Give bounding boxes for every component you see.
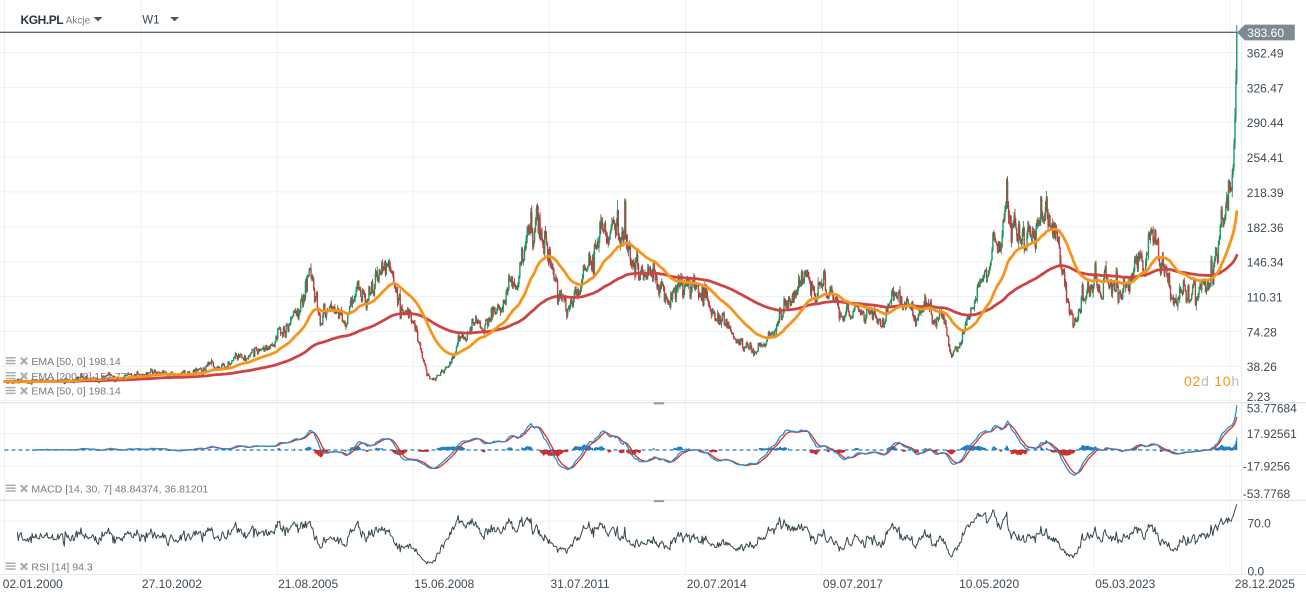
svg-text:31.07.2011: 31.07.2011 xyxy=(551,577,610,591)
svg-text:Akcje: Akcje xyxy=(66,15,91,26)
svg-text:09.07.2017: 09.07.2017 xyxy=(823,577,883,591)
svg-text:15.06.2008: 15.06.2008 xyxy=(414,577,474,591)
svg-text:10.05.2020: 10.05.2020 xyxy=(959,577,1019,591)
svg-text:182.36: 182.36 xyxy=(1247,221,1284,235)
svg-text:326.47: 326.47 xyxy=(1247,81,1284,95)
svg-text:27.10.2002: 27.10.2002 xyxy=(142,577,202,591)
svg-text:53.77684: 53.77684 xyxy=(1247,401,1297,415)
svg-text:28.12.2025: 28.12.2025 xyxy=(1235,577,1295,591)
svg-text:EMA [50, 0] 198.14: EMA [50, 0] 198.14 xyxy=(31,356,120,368)
svg-text:383.60: 383.60 xyxy=(1247,26,1284,40)
svg-text:38.26: 38.26 xyxy=(1247,360,1277,374)
svg-text:0.0: 0.0 xyxy=(1248,564,1265,578)
svg-text:20.07.2014: 20.07.2014 xyxy=(687,577,747,591)
svg-text:-17.9256: -17.9256 xyxy=(1243,460,1291,474)
svg-text:146.34: 146.34 xyxy=(1247,256,1284,270)
svg-text:MACD [14, 30, 7] 48.84374, 36.: MACD [14, 30, 7] 48.84374, 36.81201 xyxy=(31,483,208,495)
svg-text:RSI [14] 94.3: RSI [14] 94.3 xyxy=(31,561,92,573)
svg-text:02.01.2000: 02.01.2000 xyxy=(3,577,63,591)
svg-text:74.28: 74.28 xyxy=(1247,325,1277,339)
svg-text:70.0: 70.0 xyxy=(1248,516,1272,530)
svg-text:EMA [50, 0] 198.14: EMA [50, 0] 198.14 xyxy=(31,386,120,398)
svg-text:362.49: 362.49 xyxy=(1247,47,1284,61)
svg-text:2.23: 2.23 xyxy=(1247,390,1271,404)
svg-text:-53.7768: -53.7768 xyxy=(1243,487,1291,501)
svg-text:02d 10h: 02d 10h xyxy=(1184,373,1240,389)
svg-text:254.41: 254.41 xyxy=(1247,151,1284,165)
svg-text:W1: W1 xyxy=(142,15,159,27)
svg-text:290.44: 290.44 xyxy=(1247,116,1284,130)
svg-text:110.31: 110.31 xyxy=(1247,291,1283,305)
svg-text:EMA [200, 0] 152.77: EMA [200, 0] 152.77 xyxy=(31,371,126,383)
svg-text:21.08.2005: 21.08.2005 xyxy=(278,577,338,591)
svg-text:05.03.2023: 05.03.2023 xyxy=(1095,577,1155,591)
svg-text:218.39: 218.39 xyxy=(1247,186,1284,200)
svg-text:17.92561: 17.92561 xyxy=(1247,427,1297,441)
svg-text:KGH.PL: KGH.PL xyxy=(21,13,64,27)
